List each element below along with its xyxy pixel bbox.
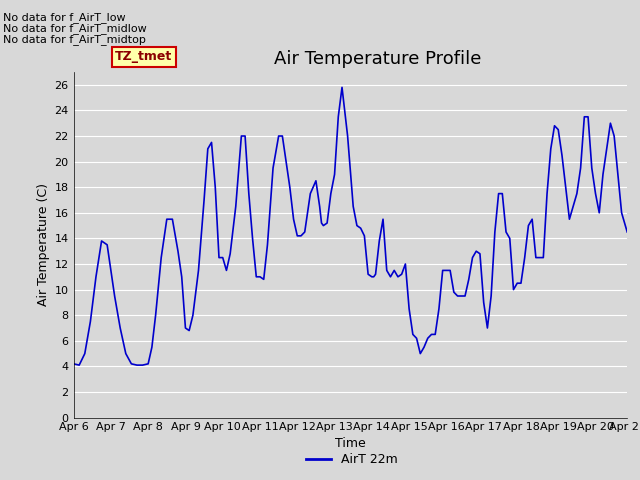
Y-axis label: Air Temperature (C): Air Temperature (C): [37, 183, 51, 306]
Text: TZ_tmet: TZ_tmet: [115, 50, 172, 63]
Legend: AirT 22m: AirT 22m: [301, 448, 403, 471]
X-axis label: Time: Time: [335, 437, 366, 450]
Text: No data for f_AirT_low: No data for f_AirT_low: [3, 12, 126, 23]
Text: No data for f_AirT_midtop: No data for f_AirT_midtop: [3, 34, 146, 45]
Title: Air Temperature Profile: Air Temperature Profile: [275, 49, 482, 68]
Text: No data for f_AirT_midlow: No data for f_AirT_midlow: [3, 23, 147, 34]
